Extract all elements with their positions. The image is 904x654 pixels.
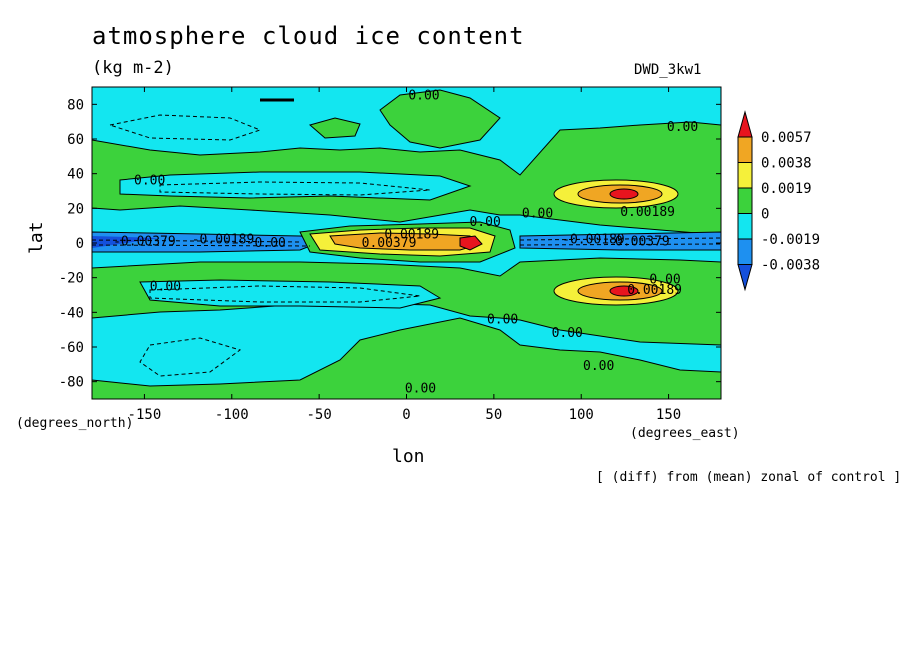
contour-label: 0.00 <box>134 174 165 189</box>
contour-field <box>92 87 721 399</box>
colorbar-label: 0 <box>761 207 769 223</box>
contour-label: -0.00379 <box>113 234 176 249</box>
colorbar-label: -0.0038 <box>761 258 820 274</box>
chart-subtitle: (kg m-2) <box>92 58 174 78</box>
x-tick-label: -50 <box>306 407 331 423</box>
contour-label: 0.00 <box>522 207 553 222</box>
contour-label: 0.00 <box>649 272 680 287</box>
y-tick-label: 40 <box>67 167 84 183</box>
y-tick-label: -20 <box>59 271 84 287</box>
footnote: [ (diff) from (mean) zonal of control ] <box>596 470 902 485</box>
colorbar-label: 0.0019 <box>761 181 812 197</box>
colorbar-label: 0.0038 <box>761 156 812 172</box>
colorbar-segment <box>737 264 753 292</box>
contour-label: 0.00 <box>487 312 518 327</box>
colorbar-segment <box>737 213 753 240</box>
y-tick-label: -40 <box>59 305 84 321</box>
colorbar-segment <box>737 136 753 163</box>
colorbar-segment <box>737 238 753 265</box>
x-tick-label: 150 <box>656 407 681 423</box>
contour-label: 0.00 <box>150 279 181 294</box>
contour-label: -0.00189 <box>562 233 625 248</box>
x-tick-label: 100 <box>569 407 594 423</box>
colorbar-label: -0.0019 <box>761 232 820 248</box>
x-tick-label: -100 <box>215 407 249 423</box>
contour-label: 0.00379 <box>615 234 670 249</box>
contour-label: 0.00 <box>667 120 698 135</box>
contour-label: 0.00189 <box>384 227 439 242</box>
y-tick-label: 80 <box>67 97 84 113</box>
x-tick-label: -150 <box>128 407 162 423</box>
model-label: DWD_3kw1 <box>634 62 702 78</box>
colorbar-segment <box>737 162 753 189</box>
y-tick-label: -80 <box>59 375 84 391</box>
contour-label: 0.00189 <box>627 283 682 298</box>
x-ticks: -150 -100 -50 0 50 100 150 <box>128 87 681 423</box>
y-axis-unit: (degrees_north) <box>16 416 134 431</box>
contour-label: 0.00 <box>583 359 614 374</box>
contour-label: -0.00189 <box>192 233 255 248</box>
y-tick-label: 20 <box>67 201 84 217</box>
colorbar-label: 0.0057 <box>761 130 812 146</box>
contour-label: 0.00 <box>408 89 439 104</box>
y-tick-label: 0 <box>76 236 84 252</box>
y-tick-label: 60 <box>67 132 84 148</box>
y-ticks: 80 60 40 20 0 -20 -40 -60 -80 <box>59 97 721 391</box>
x-axis-label: lon <box>392 446 425 467</box>
contour-label: 0.00 <box>552 326 583 341</box>
colorbar-legend: 0.0057 0.0038 0.0019 0 -0.0019 -0.0038 <box>737 110 820 292</box>
y-tick-label: -60 <box>59 340 84 356</box>
colorbar-segment <box>737 187 753 214</box>
contour-label: 0.00189 <box>620 205 675 220</box>
chart-title: atmosphere cloud ice content <box>92 22 525 50</box>
contour-label: 0.00 <box>255 236 286 251</box>
contour-labels: 0.000.000.000.000.000.001890.001890.0037… <box>113 89 698 397</box>
contour-label: 0.00379 <box>362 236 417 251</box>
x-axis-unit: (degrees_east) <box>630 426 740 441</box>
x-tick-label: 50 <box>485 407 502 423</box>
contour-label: 0.00 <box>469 215 500 230</box>
colorbar-segment <box>737 110 753 138</box>
contour-label: 0.00 <box>405 382 436 397</box>
x-tick-label: 0 <box>402 407 410 423</box>
